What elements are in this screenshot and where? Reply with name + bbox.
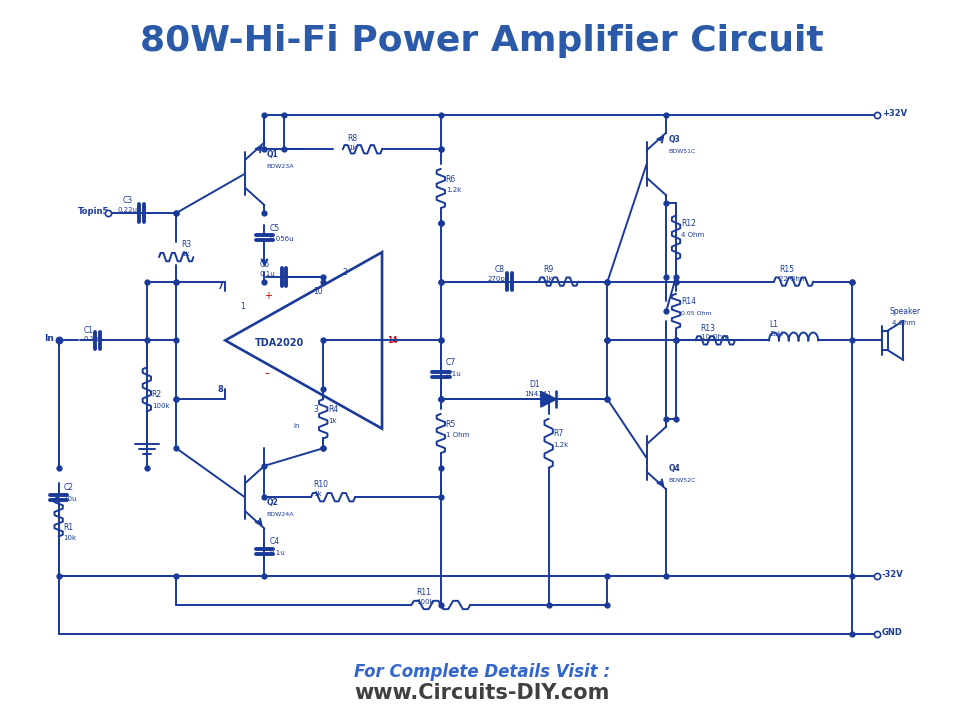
Text: R3: R3 [181, 240, 192, 249]
Text: 4 Ohm: 4 Ohm [892, 320, 915, 325]
Text: in: in [294, 423, 301, 428]
Text: C6: C6 [259, 260, 270, 269]
Text: R8: R8 [348, 135, 358, 143]
Text: R11: R11 [416, 588, 431, 597]
Text: 270pF: 270pF [488, 276, 510, 282]
Text: R1: R1 [64, 523, 73, 531]
Text: 100k: 100k [416, 599, 434, 605]
Text: 0.05 Ohm: 0.05 Ohm [681, 311, 711, 316]
Text: 10: 10 [313, 287, 323, 297]
Text: C1: C1 [83, 325, 94, 335]
Text: 22 Ohm: 22 Ohm [779, 276, 807, 282]
Text: 4 Ohm: 4 Ohm [681, 232, 704, 238]
Text: 7: 7 [218, 282, 223, 292]
Text: 10k: 10k [64, 535, 77, 541]
Text: R2: R2 [151, 390, 162, 399]
Text: 100k: 100k [151, 403, 170, 409]
Text: 1: 1 [240, 302, 245, 311]
Text: Speaker: Speaker [890, 307, 921, 316]
Text: 1 Ohm: 1 Ohm [445, 433, 469, 438]
Text: R14: R14 [681, 297, 696, 306]
Text: For Complete Details Visit :: For Complete Details Visit : [354, 662, 610, 680]
Text: R15: R15 [779, 265, 794, 274]
Text: R9: R9 [544, 265, 554, 274]
Text: In: In [44, 334, 54, 343]
Text: 1.2k: 1.2k [445, 187, 461, 194]
Text: R6: R6 [445, 175, 456, 184]
Text: D1: D1 [529, 380, 540, 390]
Text: BDW52C: BDW52C [668, 477, 696, 482]
Text: 10u: 10u [64, 496, 77, 502]
Text: 3: 3 [313, 405, 318, 414]
Text: L1: L1 [769, 320, 778, 328]
Text: 0.22uF: 0.22uF [118, 207, 142, 213]
Text: Q4: Q4 [668, 464, 680, 473]
Text: R7: R7 [553, 429, 564, 438]
Text: 0.1u: 0.1u [445, 371, 462, 377]
Text: 14: 14 [387, 336, 397, 346]
Text: 1k: 1k [328, 418, 336, 423]
Text: R12: R12 [681, 219, 696, 228]
Text: 0.1u: 0.1u [83, 336, 99, 343]
Text: C5: C5 [269, 224, 280, 233]
Text: C3: C3 [122, 196, 132, 205]
Text: 10 Ohm: 10 Ohm [701, 334, 729, 341]
Text: 8: 8 [218, 385, 223, 395]
Text: C7: C7 [445, 358, 456, 367]
Text: R5: R5 [445, 420, 456, 428]
Text: 1k: 1k [348, 145, 357, 151]
Text: TDA2020: TDA2020 [254, 338, 304, 348]
Text: BDW51C: BDW51C [668, 149, 696, 154]
Text: +32V: +32V [882, 109, 907, 118]
Text: 0.056u: 0.056u [269, 236, 294, 243]
Polygon shape [541, 392, 556, 407]
Text: -: - [264, 366, 269, 379]
Text: BDW23A: BDW23A [266, 164, 294, 169]
Text: Q2: Q2 [266, 498, 279, 507]
Text: 1N4141: 1N4141 [524, 391, 551, 397]
Text: 2: 2 [343, 268, 348, 276]
Text: R13: R13 [701, 323, 715, 333]
Text: -32V: -32V [882, 570, 903, 579]
Text: 0.1u: 0.1u [259, 271, 276, 276]
Text: Topin5: Topin5 [78, 207, 110, 216]
Text: R4: R4 [328, 405, 338, 414]
Text: 1.2k: 1.2k [553, 442, 569, 448]
Text: C4: C4 [269, 537, 280, 546]
Text: 80W-Hi-Fi Power Amplifier Circuit: 80W-Hi-Fi Power Amplifier Circuit [140, 24, 824, 58]
Text: www.Circuits-DIY.com: www.Circuits-DIY.com [355, 683, 609, 703]
Text: +: + [264, 291, 273, 301]
Text: C2: C2 [64, 483, 73, 492]
Text: 0.1u: 0.1u [269, 550, 285, 556]
Text: 2uH: 2uH [769, 331, 784, 338]
Text: 1k: 1k [181, 251, 190, 257]
Text: R10: R10 [313, 480, 329, 490]
Text: Q1: Q1 [266, 150, 279, 159]
Text: C8: C8 [495, 265, 505, 274]
Text: BDW24A: BDW24A [266, 512, 294, 517]
Text: 1k: 1k [313, 491, 322, 498]
Text: GND: GND [882, 629, 902, 637]
Text: Q3: Q3 [668, 135, 680, 145]
Text: 1k: 1k [544, 276, 552, 282]
